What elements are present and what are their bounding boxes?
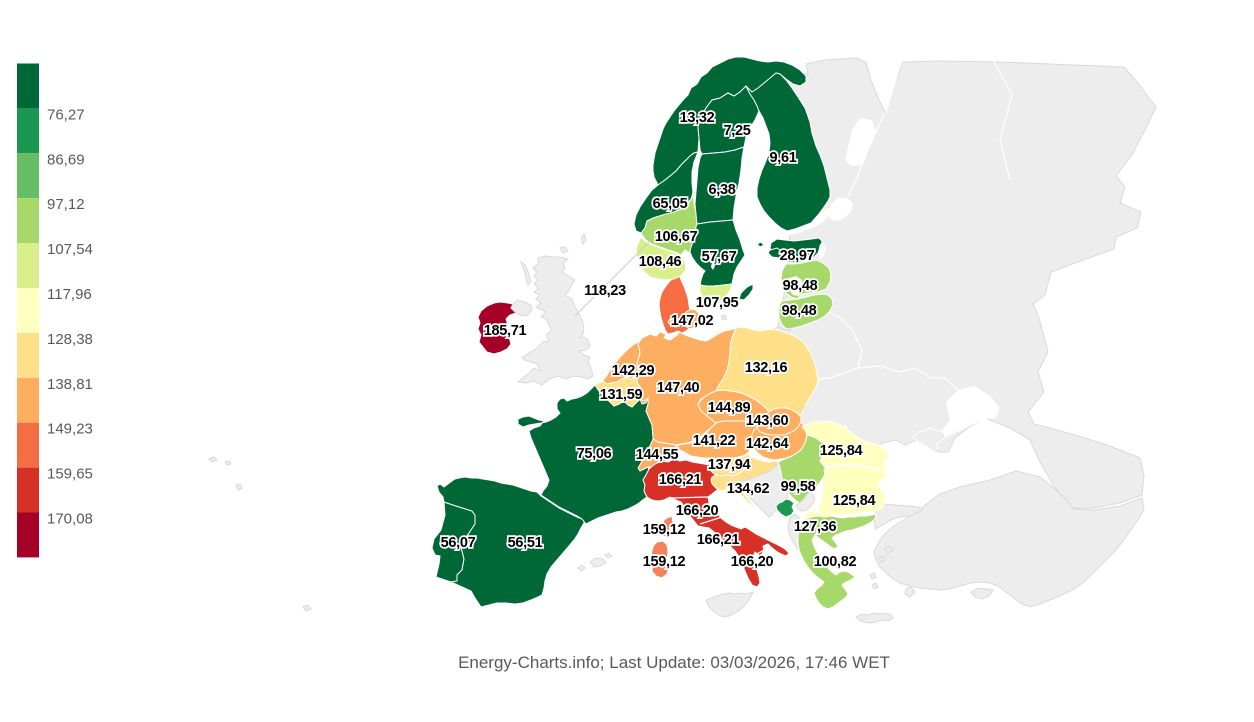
svg-text:86,69: 86,69 bbox=[47, 151, 85, 168]
svg-text:185,71: 185,71 bbox=[484, 323, 527, 339]
svg-text:7,25: 7,25 bbox=[723, 123, 750, 139]
svg-text:147,40: 147,40 bbox=[657, 380, 700, 396]
svg-text:147,02: 147,02 bbox=[671, 313, 714, 329]
svg-text:166,20: 166,20 bbox=[676, 503, 719, 519]
svg-text:65,05: 65,05 bbox=[653, 196, 688, 212]
svg-text:56,07: 56,07 bbox=[441, 535, 476, 551]
svg-text:125,84: 125,84 bbox=[833, 493, 876, 509]
svg-text:159,12: 159,12 bbox=[643, 522, 686, 538]
svg-text:Energy-Charts.info; Last Updat: Energy-Charts.info; Last Update: 03/03/2… bbox=[458, 653, 890, 672]
svg-text:57,67: 57,67 bbox=[702, 249, 737, 265]
svg-text:107,54: 107,54 bbox=[47, 241, 93, 258]
svg-text:137,94: 137,94 bbox=[708, 457, 751, 473]
svg-text:142,64: 142,64 bbox=[746, 436, 789, 452]
svg-text:170,08: 170,08 bbox=[47, 511, 93, 528]
svg-text:144,55: 144,55 bbox=[636, 447, 679, 463]
svg-text:132,16: 132,16 bbox=[745, 360, 788, 376]
svg-text:118,23: 118,23 bbox=[584, 283, 626, 299]
svg-text:28,97: 28,97 bbox=[780, 248, 815, 264]
svg-text:142,29: 142,29 bbox=[612, 363, 655, 379]
svg-text:138,81: 138,81 bbox=[47, 376, 93, 393]
svg-text:98,48: 98,48 bbox=[783, 278, 818, 294]
svg-text:117,96: 117,96 bbox=[47, 286, 92, 303]
svg-text:108,46: 108,46 bbox=[639, 254, 682, 270]
svg-text:125,84: 125,84 bbox=[820, 443, 863, 459]
svg-text:127,36: 127,36 bbox=[794, 519, 837, 535]
svg-text:134,62: 134,62 bbox=[727, 481, 770, 497]
svg-text:149,23: 149,23 bbox=[47, 421, 93, 438]
svg-text:76,27: 76,27 bbox=[47, 106, 85, 123]
svg-text:99,58: 99,58 bbox=[781, 479, 816, 495]
svg-text:131,59: 131,59 bbox=[600, 387, 643, 403]
svg-text:98,48: 98,48 bbox=[782, 303, 817, 319]
svg-text:56,51: 56,51 bbox=[508, 535, 543, 551]
svg-text:159,65: 159,65 bbox=[47, 466, 93, 483]
svg-text:159,12: 159,12 bbox=[643, 554, 686, 570]
svg-text:143,60: 143,60 bbox=[746, 413, 789, 429]
svg-text:144,89: 144,89 bbox=[708, 400, 751, 416]
svg-text:107,95: 107,95 bbox=[696, 295, 739, 311]
svg-text:100,82: 100,82 bbox=[814, 554, 857, 570]
svg-text:128,38: 128,38 bbox=[47, 331, 93, 348]
svg-text:106,67: 106,67 bbox=[655, 229, 698, 245]
svg-text:166,20: 166,20 bbox=[731, 554, 774, 570]
svg-text:166,21: 166,21 bbox=[659, 472, 702, 488]
svg-text:97,12: 97,12 bbox=[47, 196, 85, 213]
svg-text:9,61: 9,61 bbox=[769, 150, 796, 166]
svg-text:6,38: 6,38 bbox=[708, 182, 735, 198]
svg-text:75,06: 75,06 bbox=[577, 446, 612, 462]
svg-text:141,22: 141,22 bbox=[693, 433, 736, 449]
svg-text:166,21: 166,21 bbox=[697, 532, 740, 548]
svg-text:13,32: 13,32 bbox=[680, 110, 715, 126]
